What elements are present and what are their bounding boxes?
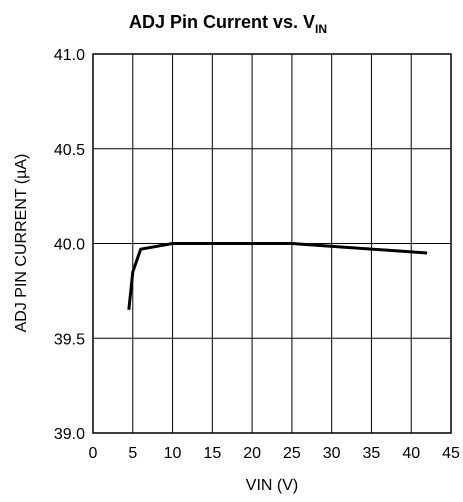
y-tick-label: 39.0 [54,426,85,443]
chart-title: ADJ Pin Current vs. VIN [129,12,327,36]
chart-title-subscript: IN [315,22,327,36]
x-tick-label: 40 [402,445,420,462]
y-tick-labels: 39.0 39.5 40.0 40.5 41.0 [54,47,85,443]
y-axis-label: ADJ PIN CURRENT (µA) [13,154,30,333]
x-tick-label: 5 [128,445,137,462]
x-tick-label: 15 [203,445,221,462]
x-tick-label: 25 [283,445,301,462]
plot-frame [92,53,452,434]
y-tick-label: 41.0 [54,47,85,64]
x-axis-label: VIN (V) [246,477,298,494]
series-line [127,242,428,310]
y-tick-label: 40.5 [54,142,85,159]
x-tick-label: 20 [243,445,261,462]
x-tick-label: 10 [164,445,182,462]
x-tick-labels: 0 5 10 15 20 25 30 35 40 45 [89,445,460,462]
x-tick-label: 0 [89,445,98,462]
y-tick-label: 40.0 [54,237,85,254]
x-tick-label: 30 [323,445,341,462]
chart-title-main: ADJ Pin Current vs. V [129,12,315,32]
y-tick-label: 39.5 [54,331,85,348]
x-tick-label: 45 [442,445,460,462]
x-tick-label: 35 [363,445,381,462]
series-layer [127,242,428,310]
